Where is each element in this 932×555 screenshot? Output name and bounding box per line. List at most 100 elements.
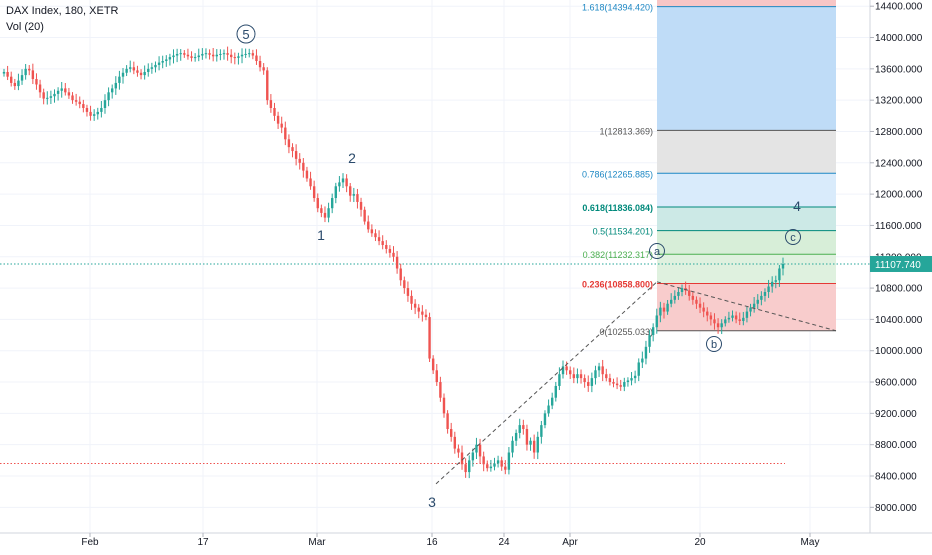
candle-body [662, 307, 666, 312]
price-tick-label: 14400.000 [875, 2, 923, 13]
candle-body [49, 96, 53, 98]
candle-body [28, 68, 31, 71]
candle-body [262, 67, 265, 71]
candle-body [781, 263, 785, 269]
fib-zone [657, 0, 836, 7]
candle-body [572, 374, 576, 379]
candle-body [363, 209, 366, 222]
time-tick-label: Feb [81, 537, 99, 548]
wave-label-1[interactable]: 1 [317, 227, 325, 243]
candle-body [471, 452, 475, 461]
candle-body [53, 93, 56, 97]
candle-body [525, 429, 529, 445]
wave-label-2[interactable]: 2 [348, 150, 356, 166]
wave-label-4[interactable]: 4 [793, 198, 801, 214]
candle-body [244, 53, 247, 55]
time-tick-label: Apr [562, 537, 578, 548]
candle-body [208, 53, 211, 55]
price-tick-label: 12800.000 [875, 127, 923, 138]
fib-zone [657, 173, 836, 207]
candle-body [193, 57, 197, 59]
candle-body [576, 374, 579, 379]
candle-body [197, 55, 200, 58]
candle-body [673, 295, 677, 300]
wave-label-3[interactable]: 3 [428, 494, 436, 510]
trend-line-down[interactable] [656, 281, 837, 332]
candle-body [457, 448, 460, 453]
candle-body [215, 54, 218, 57]
fib-level-label: 0.786(12265.885) [582, 169, 653, 179]
candle-body [374, 233, 377, 238]
candle-body [731, 315, 734, 318]
wave-label-circle [706, 336, 722, 352]
candle-body [547, 405, 550, 414]
candle-body [435, 370, 438, 383]
candle-body [219, 53, 222, 55]
candle-body [713, 319, 716, 324]
candle-body [774, 280, 777, 282]
candle-body [417, 307, 420, 312]
candle-body [96, 111, 99, 115]
candle-body [64, 88, 67, 93]
fib-level-label: 0.618(11836.084) [582, 203, 653, 213]
candle-body [327, 208, 330, 218]
candle-body [695, 299, 698, 304]
price-tick-label: 10800.000 [875, 284, 923, 295]
candle-body [518, 425, 521, 433]
candle-body [233, 57, 237, 59]
wave-label-b[interactable]: b [711, 339, 717, 351]
price-tick-label: 8400.000 [875, 472, 917, 483]
candle-body [157, 62, 161, 65]
candle-body [312, 186, 316, 199]
candle-body [367, 221, 370, 230]
candle-body [450, 429, 453, 437]
fib-level-label: 0.5(11534.201) [593, 227, 653, 237]
candle-body [760, 295, 763, 300]
candle-body [385, 245, 388, 249]
candle-body [626, 380, 630, 383]
candle-body [428, 317, 431, 359]
candle-body [756, 299, 759, 304]
candle-body [698, 303, 702, 308]
candle-body [165, 59, 168, 62]
time-tick-label: 24 [498, 537, 510, 548]
candle-body [237, 56, 240, 58]
candle-body [446, 413, 449, 430]
wave-label-circle [649, 243, 665, 259]
candle-body [179, 53, 182, 55]
candle-body [17, 80, 20, 87]
candle-body [561, 366, 565, 375]
candle-body [330, 198, 334, 209]
fib-level-label: 0(10255.033) [599, 327, 653, 337]
candle-body [147, 68, 150, 72]
candle-body [615, 383, 619, 386]
candle-body [590, 378, 594, 386]
fib-level-label: 1(12813.369) [599, 126, 653, 136]
candle-body [569, 370, 572, 375]
candle-body [78, 101, 81, 105]
candle-body [60, 88, 63, 91]
trend-line-up[interactable] [435, 281, 658, 485]
wave-label-5[interactable]: 5 [242, 27, 249, 42]
candle-body [154, 64, 157, 68]
candle-body [439, 382, 442, 398]
wave-label-a[interactable]: a [654, 246, 661, 258]
volume-legend[interactable]: Vol (20) [6, 21, 44, 33]
price-tick-label: 8000.000 [875, 503, 917, 514]
symbol-legend[interactable]: DAX Index, 180, XETR [6, 5, 119, 17]
candle-body [42, 92, 45, 99]
candle-body [763, 291, 767, 296]
candle-body [6, 71, 9, 77]
wave-label-circle [236, 24, 256, 44]
candle-body [10, 76, 13, 83]
candle-body [738, 319, 741, 321]
fib-level-label: 0.236(10858.800) [582, 279, 653, 289]
candle-body [630, 378, 633, 381]
candle-body [478, 444, 482, 457]
fib-level-label: 1.618(14394.420) [582, 3, 653, 13]
candle-body [46, 97, 49, 99]
candle-body [601, 366, 604, 375]
wave-label-c[interactable]: c [790, 232, 796, 244]
